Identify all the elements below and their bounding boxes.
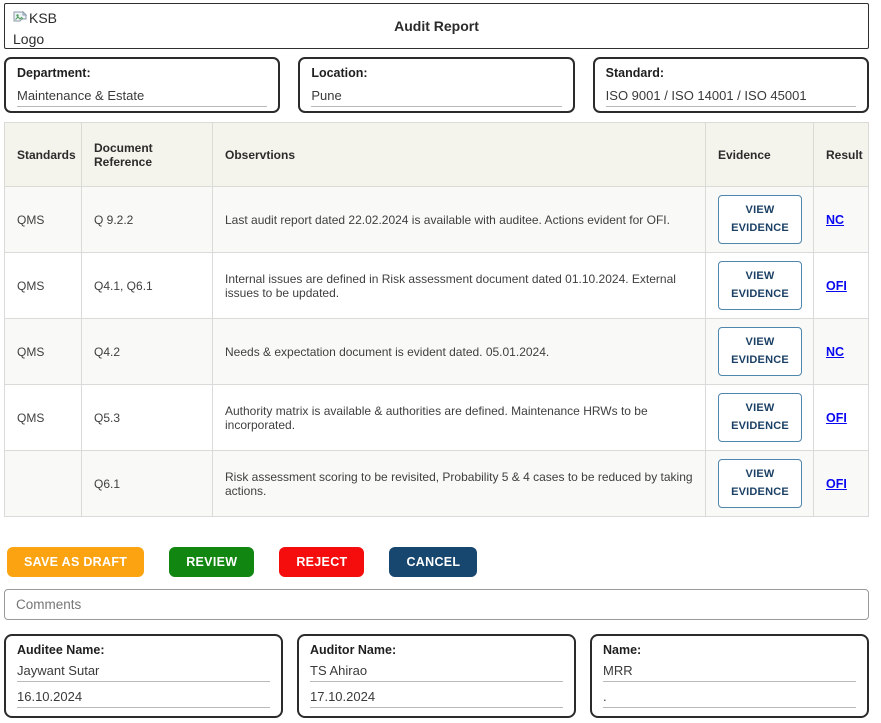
cell-result: NC [814, 187, 869, 253]
view-evidence-button[interactable]: VIEW EVIDENCE [718, 261, 802, 309]
cell-observation: Last audit report dated 22.02.2024 is av… [213, 187, 706, 253]
auditee-name-label: Auditee Name: [17, 643, 270, 657]
auditor-box: Auditor Name: [297, 634, 576, 718]
cell-evidence: VIEW EVIDENCE [706, 253, 814, 319]
cell-observation: Internal issues are defined in Risk asse… [213, 253, 706, 319]
table-row: Q6.1 Risk assessment scoring to be revis… [5, 451, 869, 517]
cell-result: NC [814, 319, 869, 385]
cell-observation: Risk assessment scoring to be revisited,… [213, 451, 706, 517]
info-field-row: Department: Location: Standard: [4, 57, 869, 113]
result-link[interactable]: NC [826, 345, 844, 359]
cell-doc-ref: Q5.3 [82, 385, 213, 451]
review-button[interactable]: REVIEW [169, 547, 254, 577]
cell-result: OFI [814, 451, 869, 517]
table-row: QMS Q4.1, Q6.1 Internal issues are defin… [5, 253, 869, 319]
department-label: Department: [17, 66, 267, 80]
cell-evidence: VIEW EVIDENCE [706, 187, 814, 253]
table-row: QMS Q 9.2.2 Last audit report dated 22.0… [5, 187, 869, 253]
header-evidence: Evidence [706, 123, 814, 187]
cell-evidence: VIEW EVIDENCE [706, 385, 814, 451]
cell-standard [5, 451, 82, 517]
location-label: Location: [311, 66, 561, 80]
table-row: QMS Q4.2 Needs & expectation document is… [5, 319, 869, 385]
result-link[interactable]: OFI [826, 477, 847, 491]
cancel-button[interactable]: CANCEL [389, 547, 477, 577]
cell-observation: Authority matrix is available & authorit… [213, 385, 706, 451]
cell-standard: QMS [5, 385, 82, 451]
mrr-box: Name: [590, 634, 869, 718]
cell-doc-ref: Q 9.2.2 [82, 187, 213, 253]
auditor-date-input[interactable] [310, 689, 563, 708]
comments-input[interactable] [4, 589, 869, 620]
view-evidence-button[interactable]: VIEW EVIDENCE [718, 327, 802, 375]
cell-standard: QMS [5, 319, 82, 385]
header-standards: Standards [5, 123, 82, 187]
result-link[interactable]: NC [826, 213, 844, 227]
signature-row: Auditee Name: Auditor Name: Name: [4, 634, 869, 718]
audit-report-page: KSB Logo Audit Report Department: Locati… [0, 0, 873, 721]
cell-observation: Needs & expectation document is evident … [213, 319, 706, 385]
actions-row: SAVE AS DRAFT REVIEW REJECT CANCEL [7, 547, 869, 577]
cell-doc-ref: Q4.1, Q6.1 [82, 253, 213, 319]
auditor-name-label: Auditor Name: [310, 643, 563, 657]
auditee-name-input[interactable] [17, 663, 270, 682]
page-title: Audit Report [5, 18, 868, 34]
save-as-draft-button[interactable]: SAVE AS DRAFT [7, 547, 144, 577]
view-evidence-button[interactable]: VIEW EVIDENCE [718, 459, 802, 507]
audit-findings-table: Standards Document Reference Observtions… [4, 122, 869, 517]
view-evidence-button[interactable]: VIEW EVIDENCE [718, 393, 802, 441]
reject-button[interactable]: REJECT [279, 547, 364, 577]
department-box: Department: [4, 57, 280, 113]
cell-result: OFI [814, 253, 869, 319]
auditor-name-input[interactable] [310, 663, 563, 682]
auditee-date-input[interactable] [17, 689, 270, 708]
auditee-box: Auditee Name: [4, 634, 283, 718]
header-document-reference: Document Reference [82, 123, 213, 187]
view-evidence-button[interactable]: VIEW EVIDENCE [718, 195, 802, 243]
cell-doc-ref: Q4.2 [82, 319, 213, 385]
table-header-row: Standards Document Reference Observtions… [5, 123, 869, 187]
standard-label: Standard: [606, 66, 856, 80]
department-input[interactable] [17, 88, 267, 107]
cell-standard: QMS [5, 253, 82, 319]
cell-result: OFI [814, 385, 869, 451]
result-link[interactable]: OFI [826, 279, 847, 293]
result-link[interactable]: OFI [826, 411, 847, 425]
cell-evidence: VIEW EVIDENCE [706, 319, 814, 385]
mrr-name-label: Name: [603, 643, 856, 657]
cell-doc-ref: Q6.1 [82, 451, 213, 517]
cell-standard: QMS [5, 187, 82, 253]
location-box: Location: [298, 57, 574, 113]
cell-evidence: VIEW EVIDENCE [706, 451, 814, 517]
mrr-name-input[interactable] [603, 663, 856, 682]
standard-box: Standard: [593, 57, 869, 113]
mrr-date-input[interactable] [603, 689, 856, 708]
table-row: QMS Q5.3 Authority matrix is available &… [5, 385, 869, 451]
header-result: Result [814, 123, 869, 187]
standard-input[interactable] [606, 88, 856, 107]
header-observations: Observtions [213, 123, 706, 187]
report-header: KSB Logo Audit Report [4, 3, 869, 49]
location-input[interactable] [311, 88, 561, 107]
